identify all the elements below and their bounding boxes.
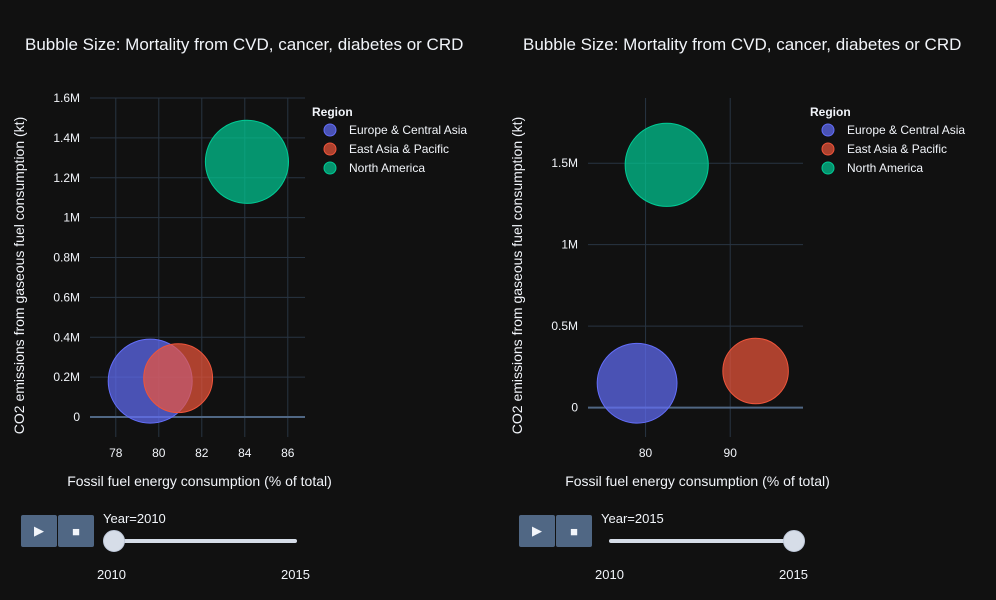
chart-panel-2010: Bubble Size: Mortality from CVD, cancer,…: [11, 35, 467, 582]
bubble-chart-2015: Bubble Size: Mortality from CVD, cancer,…: [509, 35, 965, 489]
legend-marker: [821, 142, 835, 156]
legend-label: Europe & Central Asia: [349, 123, 467, 137]
legend-label: East Asia & Pacific: [349, 142, 449, 156]
chart-title: Bubble Size: Mortality from CVD, cancer,…: [523, 35, 961, 54]
legend-marker: [323, 123, 337, 137]
x-tick-label: 78: [109, 446, 123, 460]
x-axis-title: Fossil fuel energy consumption (% of tot…: [565, 473, 830, 489]
y-tick-label: 1M: [63, 211, 80, 225]
slider-current-value: Year=2010: [103, 511, 166, 526]
y-tick-label: 0: [73, 410, 80, 424]
play-icon: ▶: [532, 523, 542, 538]
bubble-east-asia-pacific: [722, 337, 789, 405]
y-tick-label: 1.5M: [551, 156, 578, 170]
y-tick-label: 0.5M: [551, 319, 578, 333]
stop-button[interactable]: ■: [556, 515, 592, 547]
y-tick-label: 0.6M: [53, 290, 80, 304]
legend-marker: [323, 142, 337, 156]
x-tick-label: 86: [281, 446, 295, 460]
legend-label: East Asia & Pacific: [847, 142, 947, 156]
slider-tick-max: 2015: [281, 567, 310, 582]
year-slider-handle[interactable]: [783, 530, 805, 552]
legend-label: North America: [847, 161, 923, 175]
x-axis-title: Fossil fuel energy consumption (% of tot…: [67, 473, 332, 489]
y-tick-label: 1.2M: [53, 171, 80, 185]
y-axis-title: CO2 emissions from gaseous fuel consumpt…: [11, 117, 27, 434]
x-tick-label: 80: [152, 446, 166, 460]
legend-title: Region: [312, 105, 353, 119]
chart-title: Bubble Size: Mortality from CVD, cancer,…: [25, 35, 463, 54]
y-tick-label: 1M: [561, 238, 578, 252]
legend-label: North America: [349, 161, 425, 175]
legend-marker: [821, 161, 835, 175]
bubble-europe-central-asia: [596, 342, 678, 424]
play-icon: ▶: [34, 523, 44, 538]
slider-current-value: Year=2015: [601, 511, 664, 526]
x-tick-label: 90: [724, 446, 738, 460]
y-tick-label: 1.6M: [53, 91, 80, 105]
legend-title: Region: [810, 105, 851, 119]
y-tick-label: 0.2M: [53, 370, 80, 384]
bubble-east-asia-pacific: [143, 343, 214, 414]
slider-tick-min: 2010: [97, 567, 126, 582]
slider-tick-max: 2015: [779, 567, 808, 582]
bubble-chart-2010: Bubble Size: Mortality from CVD, cancer,…: [11, 35, 467, 489]
x-tick-label: 84: [238, 446, 252, 460]
legend-label: Europe & Central Asia: [847, 123, 965, 137]
chart-panel-2015: Bubble Size: Mortality from CVD, cancer,…: [498, 0, 996, 600]
play-button[interactable]: ▶: [21, 515, 57, 547]
y-tick-label: 1.4M: [53, 131, 80, 145]
slider-tick-min: 2010: [595, 567, 624, 582]
y-tick-label: 0.4M: [53, 330, 80, 344]
y-axis-title: CO2 emissions from gaseous fuel consumpt…: [509, 117, 525, 434]
bubble-north-america: [624, 122, 709, 207]
stop-icon: ■: [72, 523, 80, 539]
year-slider-track[interactable]: [609, 539, 793, 543]
y-tick-label: 0.8M: [53, 251, 80, 265]
stop-icon: ■: [570, 523, 578, 539]
stop-button[interactable]: ■: [58, 515, 94, 547]
year-slider-handle[interactable]: [103, 530, 125, 552]
legend-marker: [821, 123, 835, 137]
year-slider-track[interactable]: [113, 539, 297, 543]
play-button[interactable]: ▶: [519, 515, 555, 547]
bubble-north-america: [204, 119, 290, 204]
x-tick-label: 80: [639, 446, 653, 460]
y-tick-label: 0: [571, 401, 578, 415]
legend-marker: [323, 161, 337, 175]
x-tick-label: 82: [195, 446, 209, 460]
